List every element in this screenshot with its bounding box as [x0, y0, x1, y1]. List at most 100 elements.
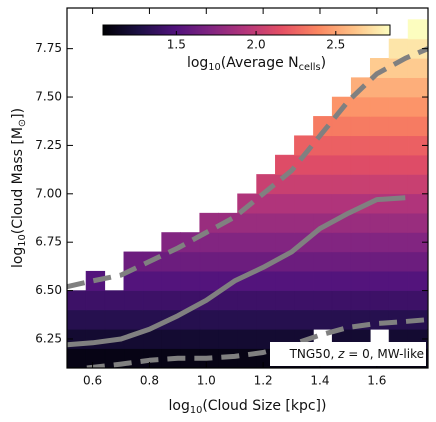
heatmap-cell [199, 251, 219, 272]
y-tick-label: 7.75 [35, 41, 62, 55]
heatmap-cell [388, 290, 409, 311]
heatmap-cell [407, 58, 428, 78]
heatmap-cell [313, 232, 333, 253]
heatmap-cell [275, 309, 295, 330]
heatmap-cell [294, 251, 314, 272]
heatmap-cell [369, 232, 390, 253]
heatmap-cell [313, 174, 333, 195]
annotation: TNG50, z = 0, MW-like [289, 347, 424, 361]
heatmap-cell [369, 251, 390, 272]
heatmap-cell [350, 135, 371, 156]
heatmap-cell [85, 290, 106, 311]
annotation-part: = 0, MW-like [344, 347, 424, 361]
heatmap-cell [123, 309, 144, 330]
heatmap-cell [388, 212, 409, 233]
heatmap [67, 19, 428, 368]
heatmap-cell [331, 309, 352, 330]
x-axis-label-part: 10 [190, 405, 202, 416]
heatmap-cell [256, 193, 276, 214]
heatmap-cell [331, 251, 352, 272]
y-axis-label-part: ]) [10, 108, 26, 119]
heatmap-cell [350, 270, 371, 291]
heatmap-cell [294, 174, 314, 195]
heatmap-cell [331, 290, 352, 311]
heatmap-cell [369, 174, 390, 195]
heatmap-cell [218, 309, 238, 330]
heatmap-cell [275, 270, 295, 291]
y-tick-label: 7.50 [35, 90, 62, 104]
heatmap-cell [123, 290, 144, 311]
heatmap-cell [369, 309, 390, 330]
heatmap-cell [407, 251, 428, 272]
heatmap-cell [350, 251, 371, 272]
heatmap-cell [331, 174, 352, 195]
heatmap-cell [199, 212, 219, 233]
overlay: 0.6 0.8 1.0 1.2 1.4 1.6 6.25 6.50 6.75 7.00 7.25 7.… [10, 7, 429, 416]
heatmap-cell [407, 154, 428, 175]
heatmap-cell [275, 212, 295, 233]
heatmap-cell [313, 193, 333, 214]
heatmap-cell [331, 193, 352, 214]
x-tick-label: 0.8 [140, 374, 159, 388]
heatmap-cell [199, 328, 219, 349]
heatmap-cell [331, 116, 352, 137]
heatmap-cell [388, 38, 409, 59]
heatmap-cell [256, 232, 276, 253]
heatmap-cell [388, 116, 409, 137]
heatmap-cell [388, 232, 409, 253]
plot-frame [66, 7, 429, 369]
heatmap-cell [161, 251, 182, 272]
heatmap-cell [67, 309, 87, 330]
heatmap-cell [350, 96, 371, 117]
heatmap-cell [388, 174, 409, 195]
heatmap-cell [237, 290, 257, 311]
heatmap-cell [237, 212, 257, 233]
heatmap-cell [218, 290, 238, 311]
colorbar-label: log10(Average Ncells) [187, 55, 326, 73]
heatmap-cell [350, 232, 371, 253]
heatmap-cell [313, 154, 333, 175]
heatmap-cell [256, 309, 276, 330]
heatmap-cell [407, 270, 428, 291]
y-axis-label: log10(Cloud Mass [M⊙]) [10, 108, 28, 268]
annotation-part: TNG50, [289, 347, 339, 361]
y-tick-label: 6.75 [35, 235, 62, 249]
heatmap-cell [256, 290, 276, 311]
heatmap-cell [331, 135, 352, 156]
heatmap-cell [237, 328, 257, 349]
heatmap-cell [67, 348, 87, 368]
median-line [67, 195, 406, 348]
heatmap-cell [256, 270, 276, 291]
heatmap-cell [313, 270, 333, 291]
y-tick-label: 6.25 [35, 331, 62, 345]
heatmap-cell [331, 232, 352, 253]
heatmap-cell [407, 19, 428, 40]
heatmap-cell [388, 96, 409, 117]
heatmap-cell [350, 116, 371, 137]
heatmap-cell [407, 174, 428, 195]
heatmap-cell [331, 270, 352, 291]
heatmap-cell [180, 270, 201, 291]
heatmap-cell [369, 270, 390, 291]
heatmap-cell [313, 290, 333, 311]
colorbar-label-part: (Average N [221, 55, 299, 71]
annotation-part: z [337, 347, 345, 361]
y-tick-label: 7.25 [35, 138, 62, 152]
heatmap-cell [369, 212, 390, 233]
x-axis-label: log10(Cloud Size [kpc]) [169, 398, 327, 416]
heatmap-cell [388, 309, 409, 330]
heatmap-cell [294, 309, 314, 330]
heatmap-cell [180, 251, 201, 272]
heatmap-cell [407, 96, 428, 117]
colorbar-label-part: ) [321, 55, 326, 71]
x-tick-label: 1.0 [197, 374, 216, 388]
heatmap-cell [104, 290, 125, 311]
heatmap-cell [294, 270, 314, 291]
heatmap-cell [85, 309, 106, 330]
heatmap-cell [161, 270, 182, 291]
heatmap-cell [161, 328, 182, 349]
heatmap-cell [407, 116, 428, 137]
x-tick-label: 1.6 [367, 374, 386, 388]
heatmap-cell [67, 290, 87, 311]
